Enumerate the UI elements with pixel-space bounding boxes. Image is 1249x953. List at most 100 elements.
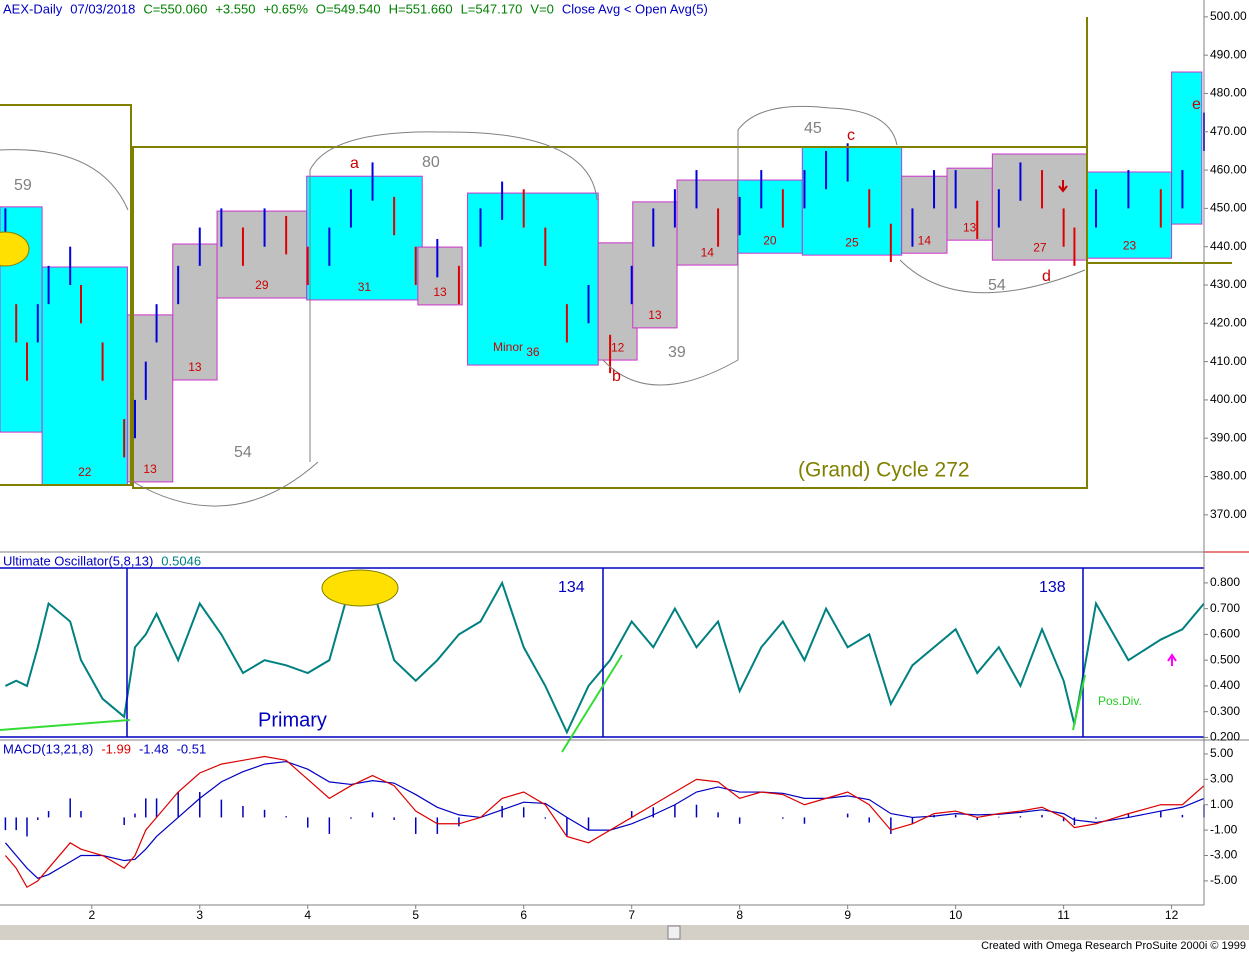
y-tick-label: 0.400	[1210, 678, 1240, 692]
annotation: 138	[1039, 579, 1066, 596]
y-tick-label: 3.00	[1210, 772, 1234, 786]
panel-header: C=550.060	[143, 1, 207, 16]
cycle-box-label: 25	[845, 235, 859, 249]
cycle-box-label: 12	[611, 340, 625, 354]
x-tick-label: 6	[520, 908, 527, 922]
left-cycle-box	[0, 104, 132, 486]
scrollbar[interactable]	[0, 925, 1249, 940]
cycle-box-label: 13	[963, 220, 977, 234]
x-tick-label: 5	[412, 908, 419, 922]
panel-header: -1.99	[101, 741, 131, 756]
divergence-line	[1072, 674, 1086, 731]
panel-header: O=549.540	[316, 1, 381, 16]
panel-header: 07/03/2018	[70, 1, 135, 16]
panel-header: Ultimate Oscillator(5,8,13)	[3, 553, 153, 568]
cycle-box-label: 27	[1033, 240, 1047, 254]
panel-header: MACD(13,21,8)	[3, 741, 93, 756]
y-tick-label: 1.00	[1210, 797, 1234, 811]
annotation: 54	[988, 277, 1006, 294]
x-tick-label: 2	[88, 908, 95, 922]
divergence-line	[561, 654, 623, 753]
cycle-arcs	[0, 105, 1086, 507]
y-tick-label: 0.600	[1210, 627, 1240, 641]
y-tick-label: 490.00	[1210, 47, 1247, 61]
cycle-box-label: 14	[701, 245, 715, 259]
y-tick-label: 380.00	[1210, 469, 1247, 483]
annotation: 39	[668, 344, 686, 361]
cycle-box	[597, 242, 638, 361]
annotation: e	[1192, 96, 1201, 113]
annotation: 80	[422, 154, 440, 171]
scrollbar-thumb[interactable]	[667, 925, 681, 940]
x-tick-label: 10	[949, 908, 963, 922]
cycle-box	[306, 175, 423, 301]
y-tick-label: 0.500	[1210, 652, 1240, 666]
cycle-box-label: 23	[1123, 238, 1137, 252]
box-layer: 22 13 13 29 31 13 36 12 13 14 20 25 14 13 27 23	[0, 71, 1203, 486]
y-tick-label: -3.00	[1210, 848, 1238, 862]
y-tick-label: 400.00	[1210, 392, 1247, 406]
cycle-box	[676, 179, 739, 266]
cycle-box	[417, 246, 463, 306]
panel-header: L=547.170	[461, 1, 523, 16]
y-tick-label: 440.00	[1210, 239, 1247, 253]
panel-header: -1.48	[139, 741, 169, 756]
annotation: b	[612, 368, 621, 385]
cycle-box	[991, 153, 1088, 261]
x-tick-label: 12	[1165, 908, 1179, 922]
y-tick-label: 410.00	[1210, 354, 1247, 368]
annotation: 59	[14, 177, 32, 194]
cycle-box-label: 14	[918, 233, 932, 247]
cycle-box	[172, 243, 218, 381]
y-tick-label: 500.00	[1210, 9, 1247, 23]
y-tick-label: 430.00	[1210, 277, 1247, 291]
cycle-box	[946, 167, 993, 241]
cycle-box	[216, 210, 308, 299]
y-tick-label: 480.00	[1210, 86, 1247, 100]
cycle-box-label: 36	[526, 345, 540, 359]
annotation: 134	[558, 579, 585, 596]
macd-line	[4, 755, 1205, 889]
y-tick-label: 470.00	[1210, 124, 1247, 138]
annotation: d	[1042, 268, 1051, 285]
cycle-boxes	[0, 17, 1232, 489]
y-tick-label: 460.00	[1210, 162, 1247, 176]
y-tick-label: 0.800	[1210, 575, 1240, 589]
oscillator-line	[4, 580, 1205, 735]
cycle-box-label: 20	[763, 233, 777, 247]
mark-layer	[4, 112, 1205, 889]
x-tick-label: 7	[628, 908, 635, 922]
macd-line	[4, 760, 1205, 880]
y-tick-label: 370.00	[1210, 507, 1247, 521]
annotations: 59 54 80 a 45 c 39 b 54 d e (Grand) Cycl…	[14, 96, 1201, 481]
cycle-box	[901, 175, 948, 254]
x-tick-label: 9	[844, 908, 851, 922]
y-tick-label: 5.00	[1210, 746, 1234, 760]
cycle-box	[632, 201, 678, 329]
x-tick-label: 3	[196, 908, 203, 922]
arc	[129, 461, 319, 507]
y-tick-label: 390.00	[1210, 430, 1247, 444]
cycle-box	[41, 266, 128, 486]
cycle-box	[1171, 71, 1203, 225]
y-tick-label: 0.200	[1210, 730, 1240, 744]
divergence-lines	[0, 654, 1086, 753]
y-tick-label: 0.300	[1210, 704, 1240, 718]
arrow	[1167, 653, 1177, 666]
annotation: Minor	[493, 340, 523, 354]
y-tick-label: -1.00	[1210, 822, 1238, 836]
y-tick-label: 420.00	[1210, 315, 1247, 329]
cycle-box-label: 31	[358, 280, 372, 294]
cycle-box-label: 29	[255, 278, 269, 292]
annotation: Primary	[258, 709, 327, 731]
panel-header: V=0	[530, 1, 554, 16]
highlight-ellipse	[0, 231, 30, 267]
y-tick-label: 0.700	[1210, 601, 1240, 615]
cycle-label: (Grand) Cycle 272	[798, 459, 970, 482]
panel-header: -0.51	[177, 741, 207, 756]
panel-header: AEX-Daily	[3, 1, 63, 16]
y-tick-label: 450.00	[1210, 201, 1247, 215]
panel-header: +0.65%	[263, 1, 308, 16]
